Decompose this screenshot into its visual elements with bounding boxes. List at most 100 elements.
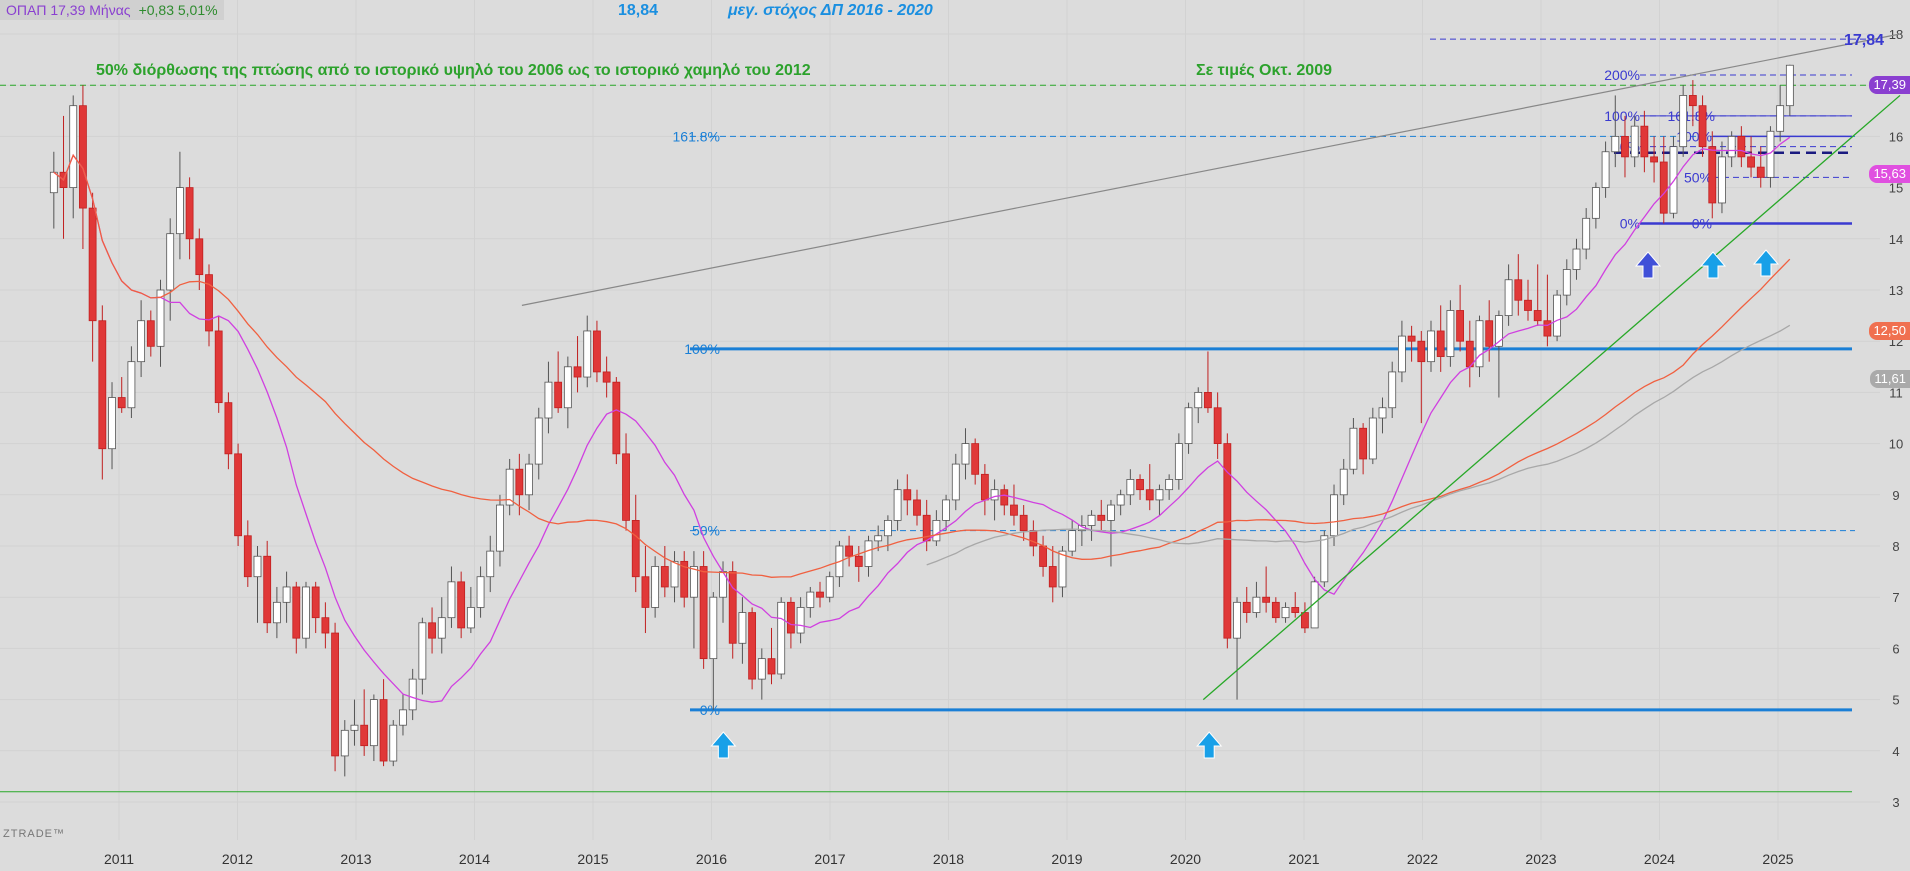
candle — [1252, 581, 1261, 618]
candle — [787, 597, 795, 649]
candle-body — [1068, 530, 1077, 552]
candle-body — [806, 591, 815, 608]
candle — [1068, 520, 1077, 557]
candle-body — [1029, 530, 1038, 547]
candle-body — [932, 520, 941, 542]
candle — [1019, 505, 1028, 541]
candle — [311, 581, 320, 634]
candle — [583, 315, 592, 388]
candle-body — [942, 499, 950, 521]
candle — [418, 617, 427, 695]
candle-body — [282, 586, 291, 603]
y-tick-label: 10 — [1889, 437, 1903, 452]
candle — [1504, 264, 1513, 326]
candle-body — [1233, 601, 1241, 639]
x-tick-label: 2014 — [459, 851, 490, 867]
candle-body — [166, 233, 175, 291]
candle — [1126, 469, 1135, 506]
target-text-label: μεγ. στόχος ΔΠ 2016 - 2020 — [728, 2, 933, 19]
candle-body — [1747, 156, 1755, 168]
candle — [340, 720, 349, 777]
candle — [360, 689, 369, 756]
candle-body — [1116, 494, 1125, 506]
candle — [699, 551, 708, 669]
candle — [496, 494, 504, 567]
candle-body — [980, 473, 989, 501]
x-tick-label: 2012 — [222, 851, 253, 867]
candle — [127, 346, 136, 418]
candle — [1465, 320, 1474, 388]
right-target-label: 17,84 — [1844, 32, 1885, 49]
up-arrow-icon — [710, 731, 737, 759]
candle-body — [1504, 279, 1513, 317]
candle-body — [1301, 612, 1309, 629]
candle-body — [447, 581, 456, 619]
candle — [1116, 489, 1125, 516]
candle-body — [1543, 320, 1552, 337]
candle — [1048, 546, 1057, 603]
candle-body — [108, 397, 116, 450]
candle-body — [476, 576, 485, 608]
candle-body — [1611, 135, 1620, 153]
candle — [922, 499, 931, 552]
candle-body — [1165, 479, 1174, 491]
candle-body — [563, 366, 572, 409]
price-tag-sma-long: 12,50 — [1869, 322, 1910, 340]
candle — [1039, 535, 1047, 577]
candle — [205, 264, 213, 347]
candle — [234, 443, 242, 546]
candle-body — [777, 601, 786, 675]
candle-body — [389, 724, 398, 762]
candle — [990, 479, 999, 521]
candle-body — [1019, 514, 1028, 532]
candle-body — [971, 443, 980, 475]
candle-body — [1669, 146, 1678, 214]
candle-body — [883, 520, 892, 537]
candle-body — [263, 555, 272, 624]
candle-body — [1621, 135, 1629, 158]
candle — [1087, 510, 1096, 541]
candle — [796, 597, 805, 644]
candle — [544, 361, 553, 434]
oct-2009-note: Σε τιμές Οκτ. 2009 — [1196, 62, 1332, 79]
y-tick-label: 8 — [1892, 539, 1899, 554]
candle-body — [1184, 407, 1193, 445]
candle — [1378, 397, 1387, 434]
candle-body — [631, 520, 640, 578]
target-value-label: 18,84 — [618, 2, 659, 19]
candle-body — [1213, 407, 1222, 445]
candle — [1698, 95, 1707, 157]
candle-body — [224, 402, 233, 455]
candle-body — [767, 658, 776, 675]
candle — [864, 535, 873, 577]
candle — [1562, 259, 1571, 306]
candle — [399, 694, 407, 736]
candle-body — [1737, 135, 1746, 158]
candle — [1204, 351, 1212, 413]
candle — [641, 546, 650, 634]
candle-body — [1204, 391, 1212, 409]
candle-body — [1339, 468, 1348, 496]
candle-body — [399, 709, 407, 726]
candle — [1330, 484, 1338, 546]
up-arrow-icon — [1196, 731, 1223, 759]
candle-body — [1756, 166, 1765, 178]
candle-body — [1097, 514, 1106, 521]
candle — [466, 586, 475, 634]
candle-body — [583, 330, 592, 378]
candle-body — [961, 443, 970, 465]
candle-body — [951, 463, 960, 501]
candle — [1339, 458, 1348, 506]
candle-body — [641, 576, 650, 608]
candle-body — [418, 622, 427, 680]
fib-level-label: 161.8% — [673, 128, 720, 144]
candle-body — [360, 724, 369, 747]
candle-body — [496, 504, 504, 552]
candle — [1766, 126, 1775, 188]
candle — [282, 571, 291, 623]
candle-body — [699, 566, 708, 660]
candle — [369, 694, 378, 762]
candle-body — [544, 381, 553, 419]
candle-body — [1126, 479, 1135, 496]
